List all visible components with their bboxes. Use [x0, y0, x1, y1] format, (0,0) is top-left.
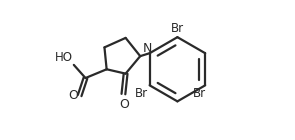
Text: HO: HO [55, 51, 73, 64]
Text: Br: Br [135, 87, 148, 100]
Text: Br: Br [193, 87, 206, 100]
Text: Br: Br [171, 22, 184, 35]
Text: O: O [69, 89, 78, 102]
Text: O: O [119, 98, 129, 111]
Text: N: N [143, 42, 152, 55]
